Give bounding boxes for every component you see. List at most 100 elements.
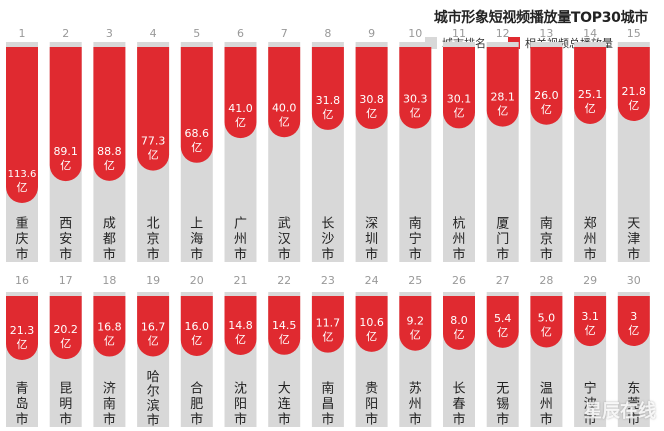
value-label: 8.0: [450, 314, 468, 327]
value-unit: 亿: [191, 141, 202, 154]
value-label: 21.3: [10, 324, 35, 337]
rank-label: 7: [281, 27, 288, 40]
value-unit: 亿: [541, 103, 552, 116]
city-label: 上海市: [190, 217, 203, 263]
rank-label: 23: [321, 274, 335, 287]
rank-label: 25: [408, 274, 422, 287]
value-label: 16.0: [185, 320, 210, 333]
city-label: 重庆市: [15, 216, 28, 263]
rank-label: 26: [452, 274, 466, 287]
value-unit: 亿: [60, 337, 71, 350]
rank-label: 6: [237, 27, 244, 40]
views-bar: [137, 47, 170, 171]
city-label: 哈尔滨市: [147, 370, 160, 429]
views-bar: [486, 296, 519, 348]
views-bar: [443, 47, 475, 129]
city-label: 苏州市: [409, 381, 422, 428]
rank-label: 9: [368, 27, 375, 40]
value-unit: 亿: [17, 338, 28, 351]
city-label: 武汉市: [278, 217, 291, 263]
views-bar: [137, 296, 170, 357]
value-unit: 亿: [322, 331, 333, 344]
value-label: 5.4: [494, 312, 512, 325]
rank-label: 24: [365, 274, 379, 287]
rank-label: 21: [234, 274, 248, 287]
views-bar: [49, 47, 82, 182]
value-label: 10.6: [359, 316, 384, 329]
value-label: 5.0: [538, 312, 556, 325]
value-label: 21.8: [622, 85, 647, 98]
views-bar: [224, 47, 257, 139]
city-label: 成都市: [103, 217, 116, 263]
value-label: 31.8: [316, 94, 341, 107]
value-unit: 亿: [148, 149, 159, 162]
value-unit: 亿: [497, 326, 508, 339]
value-unit: 亿: [322, 108, 333, 121]
rank-label: 16: [15, 274, 29, 287]
views-bar: [180, 47, 213, 163]
value-label: 14.8: [228, 319, 253, 332]
rank-label: 2: [62, 27, 69, 40]
watermark-logo: 星辰在线: [584, 401, 656, 422]
rank-label: 29: [583, 274, 597, 287]
value-label: 9.2: [407, 315, 425, 328]
rank-label: 8: [324, 27, 331, 40]
city-label: 南京市: [540, 216, 553, 263]
value-label: 88.8: [97, 145, 122, 158]
value-unit: 亿: [497, 105, 508, 118]
value-label: 20.2: [53, 323, 78, 336]
views-bar: [617, 296, 650, 346]
city-label: 温州市: [540, 382, 553, 428]
value-unit: 亿: [279, 333, 290, 346]
city-label: 北京市: [147, 217, 160, 263]
value-unit: 亿: [235, 333, 246, 346]
value-unit: 亿: [104, 335, 115, 348]
city-label: 广州市: [234, 217, 247, 263]
city-label: 天津市: [627, 217, 640, 263]
value-label: 28.1: [490, 91, 515, 104]
value-unit: 亿: [585, 324, 596, 337]
value-label: 77.3: [141, 135, 166, 148]
value-unit: 亿: [366, 330, 377, 343]
city-label: 西安市: [59, 217, 72, 263]
value-unit: 亿: [628, 99, 639, 112]
value-unit: 亿: [104, 159, 115, 172]
value-unit: 亿: [366, 107, 377, 120]
rank-label: 5: [193, 27, 200, 40]
city-label: 杭州市: [452, 217, 465, 263]
city-label: 东莞市: [627, 382, 640, 428]
value-label: 3: [630, 310, 637, 323]
views-bar: [486, 47, 519, 127]
value-unit: 亿: [454, 106, 465, 119]
city-label: 厦门市: [496, 217, 509, 263]
rank-label: 18: [102, 274, 116, 287]
value-unit: 亿: [60, 159, 71, 172]
views-bar: [355, 296, 388, 352]
views-bar: [268, 296, 301, 355]
views-bar: [443, 296, 475, 350]
rank-label: 19: [146, 274, 160, 287]
views-bar: [530, 47, 563, 125]
value-unit: 亿: [148, 334, 159, 347]
value-label: 16.8: [97, 321, 122, 334]
views-bar: [268, 47, 301, 138]
city-label: 合肥市: [190, 382, 203, 428]
